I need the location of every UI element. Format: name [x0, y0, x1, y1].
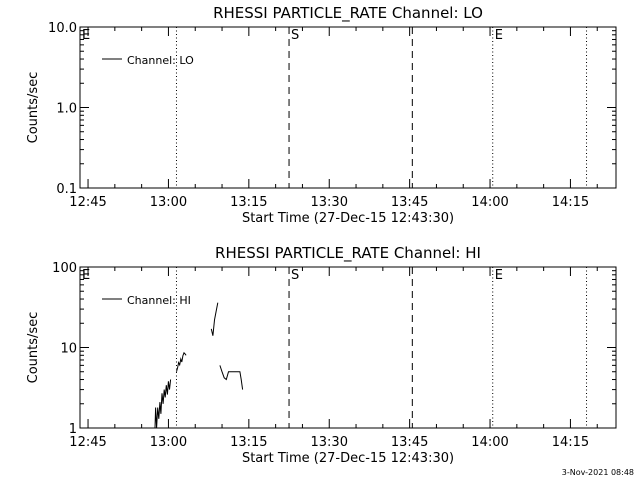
- x-tick-label: 13:30: [311, 195, 348, 210]
- y-tick-label: 1: [69, 422, 77, 437]
- x-tick-label: 13:00: [150, 435, 187, 450]
- x-tick-label: 14:00: [471, 435, 508, 450]
- x-tick-label: 14:00: [471, 195, 508, 210]
- x-tick-label: 13:15: [230, 435, 267, 450]
- y-tick-label: 0.1: [56, 182, 77, 197]
- x-tick-label: 14:15: [552, 435, 589, 450]
- legend-label: Channel: LO: [127, 54, 194, 67]
- chart-title: RHESSI PARTICLE_RATE Channel: LO: [213, 4, 483, 23]
- event-marker-label: E: [82, 28, 90, 43]
- event-marker-label: S: [291, 268, 299, 283]
- x-tick-label: 13:45: [391, 435, 428, 450]
- y-tick-label: 1.0: [56, 102, 77, 117]
- x-tick-label: 12:45: [69, 435, 106, 450]
- x-tick-label: 14:15: [552, 195, 589, 210]
- x-tick-label: 12:45: [69, 195, 106, 210]
- data-series-line: [210, 302, 219, 336]
- y-tick-label: 100: [52, 261, 77, 276]
- event-marker-label: E: [495, 28, 503, 43]
- x-tick-label: 13:30: [311, 435, 348, 450]
- x-tick-label: 13:00: [150, 195, 187, 210]
- x-axis-label: Start Time (27-Dec-15 12:43:30): [242, 451, 454, 466]
- x-axis-label: Start Time (27-Dec-15 12:43:30): [242, 211, 454, 226]
- event-marker-label: E: [495, 268, 503, 283]
- data-series-line: [154, 379, 172, 429]
- x-tick-label: 13:45: [391, 195, 428, 210]
- plot-frame: [79, 26, 617, 189]
- y-tick-label: 10: [60, 342, 77, 357]
- event-marker-label: S: [291, 28, 299, 43]
- y-tick-label: 10.0: [48, 21, 77, 36]
- data-series-line: [176, 351, 187, 372]
- chart-title: RHESSI PARTICLE_RATE Channel: HI: [215, 244, 481, 263]
- data-series-line: [219, 365, 244, 390]
- generation-timestamp: 3-Nov-2021 08:48: [561, 468, 634, 477]
- event-marker-label: E: [82, 268, 90, 283]
- x-tick-label: 13:15: [230, 195, 267, 210]
- legend-label: Channel: HI: [127, 294, 191, 307]
- y-axis-label: Counts/sec: [26, 312, 41, 384]
- y-axis-label: Counts/sec: [26, 72, 41, 144]
